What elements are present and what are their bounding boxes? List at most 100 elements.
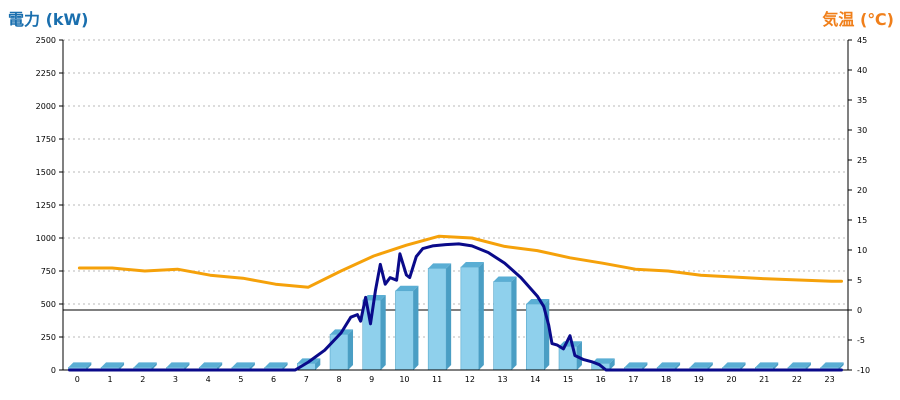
bar-top (689, 362, 713, 368)
x-tick-label: 12 (465, 375, 475, 384)
y-right-tick-label: 30 (857, 126, 867, 135)
y-right-tick-label: 25 (857, 156, 867, 165)
bar-top (264, 362, 288, 368)
x-tick-label: 9 (369, 375, 374, 384)
x-tick-label: 23 (825, 375, 835, 384)
bar-top (428, 263, 452, 269)
x-tick-label: 15 (563, 375, 573, 384)
bar-side (86, 362, 92, 370)
x-tick-label: 5 (238, 375, 243, 384)
bar-side (675, 362, 681, 370)
bar-top (624, 362, 648, 368)
y-right-tick-label: 45 (857, 36, 867, 45)
bar (460, 266, 480, 371)
bar (493, 281, 512, 371)
y-left-tick-label: 2250 (36, 69, 56, 78)
x-tick-label: 18 (661, 375, 671, 384)
x-tick-label: 2 (140, 375, 145, 384)
x-tick-label: 10 (399, 375, 409, 384)
x-tick-label: 17 (628, 375, 638, 384)
y-right-tick-label: -5 (857, 336, 865, 345)
bar-side (249, 362, 255, 370)
y-left-tick-label: 2000 (36, 102, 56, 111)
x-tick-label: 16 (596, 375, 606, 384)
y-left-tick-label: 2500 (36, 36, 56, 45)
bar-side (773, 362, 779, 370)
x-tick-label: 14 (530, 375, 540, 384)
y-right-tick-label: 40 (857, 66, 867, 75)
bar-top (787, 362, 811, 368)
bar-side (609, 358, 615, 370)
bar-top (166, 362, 190, 368)
bar-top (101, 362, 125, 368)
bar-side (446, 263, 452, 370)
bar-top (591, 358, 615, 364)
x-tick-label: 6 (271, 375, 276, 384)
x-tick-label: 19 (694, 375, 704, 384)
y-right-tick-label: 0 (857, 306, 862, 315)
bar-top (133, 362, 157, 368)
bar-side (119, 362, 125, 370)
bar-side (315, 358, 321, 370)
y-right-tick-label: 5 (857, 276, 862, 285)
bar-top (526, 299, 550, 304)
y-left-tick-label: 0 (51, 366, 56, 375)
bar-top (199, 362, 223, 368)
y-left-tick-label: 1000 (36, 234, 56, 243)
y-left-tick-label: 1250 (36, 201, 56, 210)
power-series-line (68, 242, 843, 372)
bar-side (707, 362, 713, 370)
x-tick-label: 13 (497, 375, 507, 384)
bar-top (755, 362, 779, 368)
bar-side (838, 362, 844, 370)
y-left-tick-label: 1750 (36, 135, 56, 144)
bar-top (395, 285, 419, 291)
x-tick-label: 0 (75, 375, 80, 384)
x-tick-label: 4 (206, 375, 211, 384)
bar-top (231, 362, 255, 368)
y-left-tick-label: 500 (41, 300, 56, 309)
bar-top (460, 262, 484, 268)
bar-side (642, 362, 648, 370)
bar-side (151, 362, 157, 370)
bar (427, 268, 447, 371)
y-right-tick-label: 10 (857, 246, 867, 255)
bar (395, 290, 414, 371)
bar-top (820, 362, 844, 368)
bar-side (282, 362, 288, 370)
bar-side (217, 362, 223, 370)
x-tick-label: 1 (108, 375, 113, 384)
y-right-axis-title: 気温 (℃) (822, 10, 894, 29)
y-right-tick-label: 35 (857, 96, 867, 105)
x-tick-label: 20 (726, 375, 736, 384)
x-tick-label: 7 (304, 375, 309, 384)
temperature-series-line (77, 234, 843, 289)
y-left-tick-label: 250 (41, 333, 56, 342)
bar-top (722, 362, 746, 368)
bar-side (478, 262, 484, 370)
bar-top (493, 276, 517, 282)
x-tick-label: 21 (759, 375, 769, 384)
y-right-tick-label: -10 (857, 366, 870, 375)
bar-side (805, 362, 811, 370)
x-tick-label: 8 (336, 375, 341, 384)
bar-side (740, 362, 746, 370)
y-left-tick-label: 1500 (36, 168, 56, 177)
bar-side (511, 276, 517, 370)
y-left-axis-title: 電力 (kW) (8, 10, 89, 29)
bar-side (380, 295, 386, 370)
x-tick-label: 3 (173, 375, 178, 384)
x-tick-label: 22 (792, 375, 802, 384)
x-tick-label: 11 (432, 375, 442, 384)
bar (526, 303, 545, 371)
bar-side (348, 329, 354, 370)
bar-top (657, 362, 681, 368)
bar-side (184, 362, 190, 370)
y-left-tick-label: 750 (41, 267, 56, 276)
y-right-tick-label: 20 (857, 186, 867, 195)
y-right-tick-label: 15 (857, 216, 867, 225)
bar-side (413, 285, 419, 370)
bar-side (576, 341, 582, 370)
